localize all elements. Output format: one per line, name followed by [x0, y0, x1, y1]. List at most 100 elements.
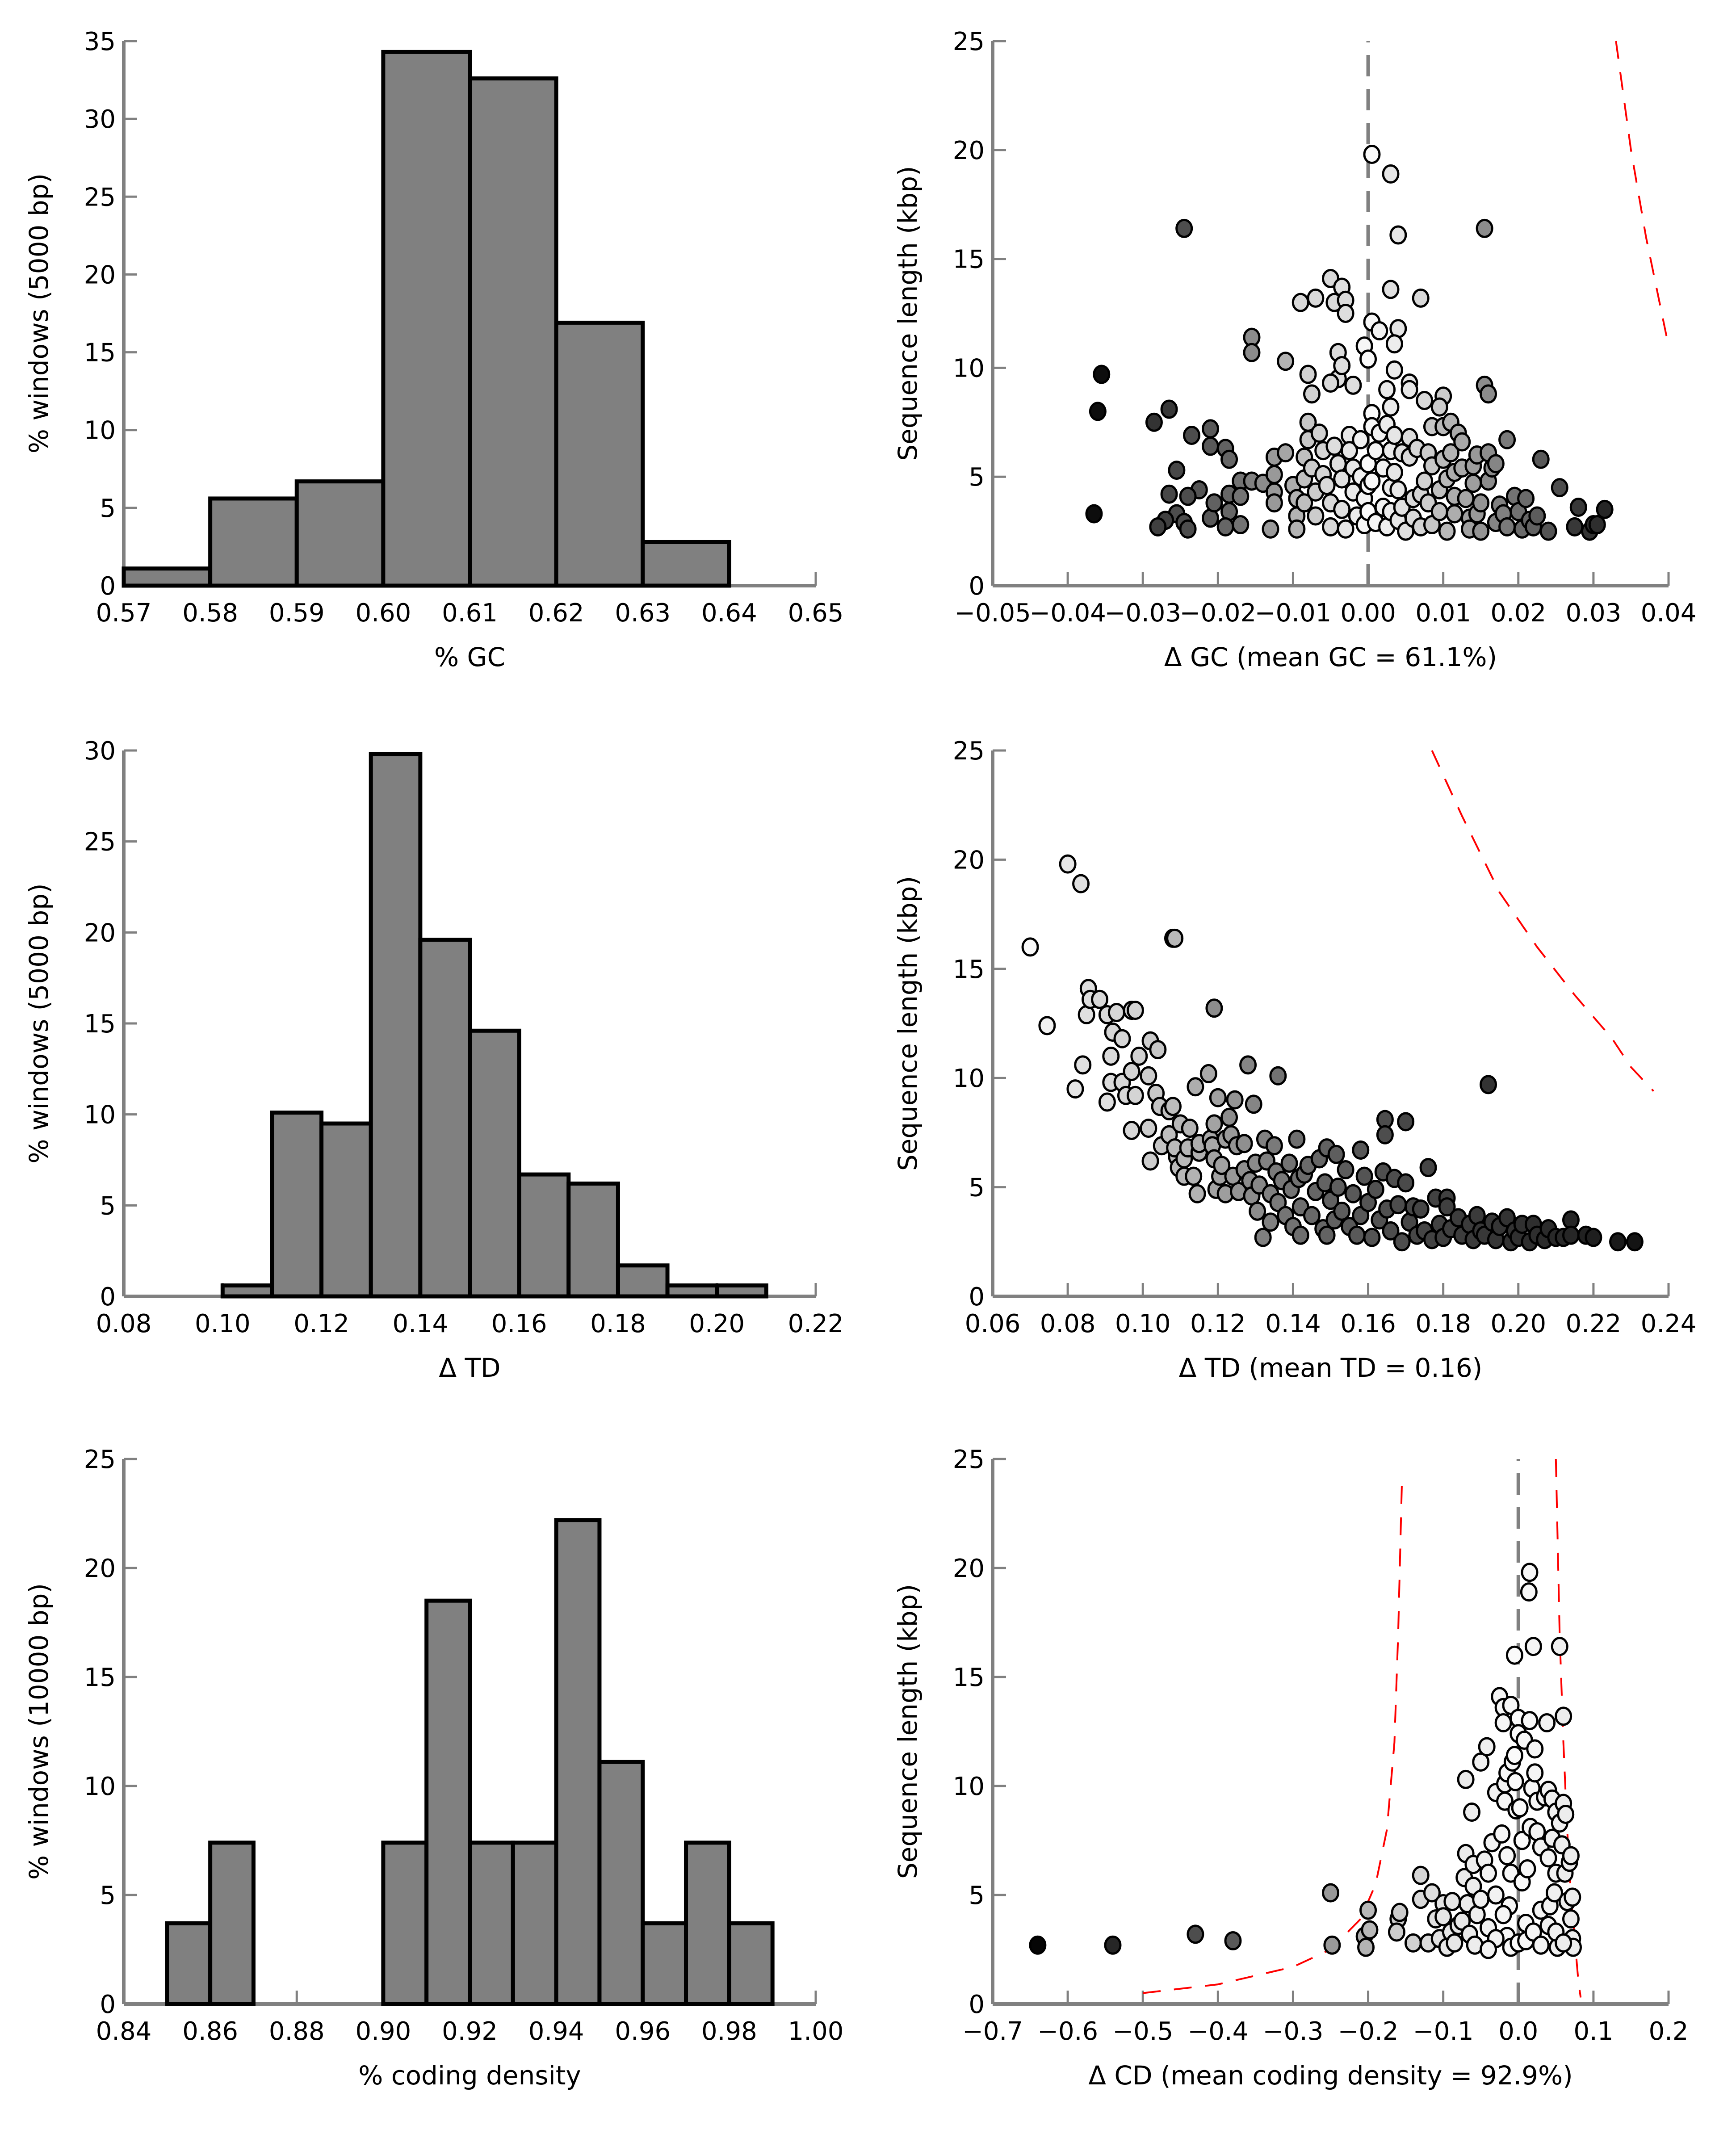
scatter-point	[1562, 1846, 1580, 1866]
scatter-point	[1059, 854, 1077, 874]
histogram-bar	[554, 1518, 602, 2006]
scatter-point	[1307, 288, 1325, 308]
scatter-point	[1220, 449, 1238, 469]
x-tick-label: 0.90	[356, 2017, 411, 2046]
y-tick-label: 0	[100, 572, 116, 601]
x-tick-label: −0.7	[962, 2017, 1023, 2046]
x-tick-label: 0.08	[96, 1309, 152, 1338]
scatter-point	[1532, 1935, 1550, 1955]
scatter-point	[1021, 937, 1039, 957]
scatter-point	[1569, 497, 1587, 517]
x-axis-title: Δ TD (mean TD = 0.16)	[1179, 1353, 1483, 1383]
y-tick-label: 20	[84, 1554, 116, 1583]
histogram-bar	[715, 1283, 768, 1299]
x-tick-label: −0.03	[1104, 599, 1181, 628]
scatter-point	[1363, 145, 1381, 164]
scatter-point	[1213, 1156, 1231, 1175]
scatter-point	[1333, 469, 1351, 489]
y-tick-label: 15	[84, 1663, 116, 1692]
histogram-bar	[597, 1760, 645, 2006]
histogram-bar	[616, 1263, 670, 1299]
x-axis-title: % GC	[434, 642, 505, 672]
scatter-point	[1091, 989, 1109, 1009]
scatter-point	[1113, 1029, 1131, 1048]
scatter-point	[1224, 1931, 1242, 1950]
x-tick-label: 0.86	[182, 2017, 238, 2046]
scatter-point	[1562, 1909, 1580, 1929]
y-tick-label: 15	[84, 339, 116, 368]
scatter-point	[1277, 443, 1295, 463]
x-axis-title: Δ GC (mean GC = 61.1%)	[1164, 642, 1497, 672]
scatter-point	[1188, 1184, 1206, 1203]
y-tick-label: 5	[100, 1881, 116, 1910]
y-tick-label: 5	[100, 1191, 116, 1220]
histogram-bar	[369, 752, 423, 1299]
histogram-bar	[381, 1840, 429, 2006]
scatter-point	[1382, 164, 1400, 184]
scatter-point	[1419, 1158, 1437, 1178]
y-tick-label: 30	[84, 105, 116, 134]
scatter-point	[1029, 1935, 1047, 1955]
scatter-point	[1389, 1195, 1407, 1215]
scatter-point	[1505, 1645, 1523, 1665]
scatter-point	[1480, 1863, 1497, 1883]
x-tick-label: 0.88	[269, 2017, 325, 2046]
x-tick-label: 0.12	[1190, 1309, 1246, 1338]
x-tick-label: 0.00	[1340, 599, 1396, 628]
y-tick-label: 25	[953, 737, 985, 766]
scatter-point	[1382, 280, 1400, 299]
scatter-point	[1478, 1737, 1496, 1757]
scatter-point	[1160, 484, 1178, 504]
y-tick-label: 20	[84, 260, 116, 289]
y-tick-label: 0	[100, 1283, 116, 1312]
x-tick-label: 0.98	[701, 2017, 757, 2046]
scatter-point	[1588, 515, 1606, 534]
scatter-point	[1385, 462, 1403, 482]
x-tick-label: 0.06	[965, 1309, 1021, 1338]
scatter-point	[1367, 1179, 1384, 1199]
x-tick-label: 0.96	[615, 2017, 671, 2046]
scatter-point	[1038, 1016, 1056, 1035]
scatter-point	[1382, 1221, 1400, 1241]
scatter-point	[1564, 1887, 1581, 1907]
scatter-point	[1126, 1086, 1144, 1105]
histogram-bar	[517, 1172, 571, 1299]
histogram-bar	[684, 1840, 731, 2006]
x-tick-label: −0.2	[1338, 2017, 1399, 2046]
scatter-point	[1185, 1166, 1203, 1186]
histogram-bar	[468, 1028, 521, 1299]
y-tick-label: 35	[84, 27, 116, 56]
y-tick-label: 0	[969, 1990, 985, 2019]
scatter-point	[1412, 1199, 1430, 1219]
scatter-point	[1145, 412, 1163, 432]
x-tick-label: 0.22	[1566, 1309, 1622, 1338]
scatter-point	[1303, 384, 1321, 404]
y-tick-label: 15	[953, 955, 985, 984]
y-axis-title: Sequence length (kbp)	[893, 876, 923, 1171]
scatter-point	[1123, 1062, 1141, 1082]
scatter-point	[1337, 1160, 1354, 1179]
x-tick-label: 0.08	[1040, 1309, 1096, 1338]
scatter-point	[1382, 397, 1400, 417]
x-tick-label: 0.01	[1415, 599, 1471, 628]
scatter-point	[1262, 1212, 1279, 1232]
scatter-point	[1074, 1055, 1092, 1075]
x-tick-label: 0.64	[701, 599, 757, 628]
scatter-point	[1348, 1225, 1366, 1245]
scatter-point	[1521, 1711, 1539, 1731]
scatter-point	[1596, 499, 1614, 519]
scatter-point	[1361, 1920, 1379, 1940]
scatter-point	[1498, 517, 1516, 537]
y-tick-label: 25	[953, 27, 985, 56]
scatter-point	[1494, 1713, 1512, 1732]
x-tick-label: 0.16	[1340, 1309, 1396, 1338]
scatter-point	[1355, 1166, 1373, 1186]
histogram-bar	[418, 938, 472, 1299]
scatter-point	[1434, 1907, 1452, 1927]
scatter-point	[1557, 1804, 1575, 1824]
scatter-point	[1168, 461, 1186, 480]
x-tick-label: 0.12	[294, 1309, 349, 1338]
scatter-point	[1363, 1228, 1381, 1247]
scatter-point	[1438, 1197, 1456, 1217]
scatter-point	[1220, 1107, 1238, 1127]
